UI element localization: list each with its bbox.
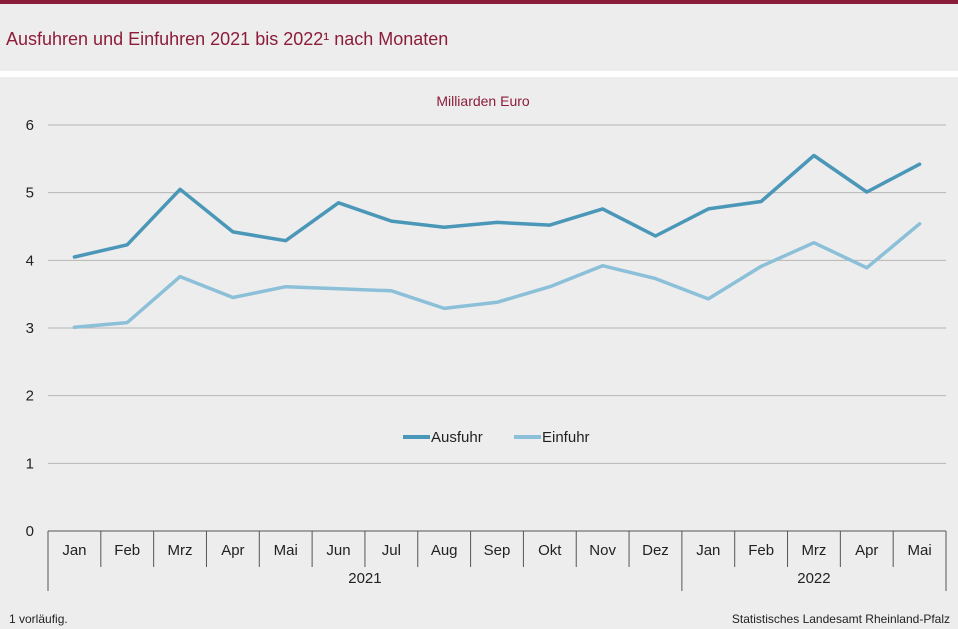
x-tick-label: Mrz bbox=[168, 542, 193, 559]
top-rule bbox=[0, 0, 958, 4]
y-tick-label: 3 bbox=[26, 320, 34, 337]
x-tick-label: Jul bbox=[382, 542, 401, 559]
x-tick-label: Mai bbox=[908, 542, 932, 559]
y-tick-label: 1 bbox=[26, 455, 34, 472]
unit-label: Milliarden Euro bbox=[436, 93, 530, 109]
x-tick-label: Aug bbox=[431, 542, 458, 559]
title-separator bbox=[0, 71, 958, 77]
year-label: 2022 bbox=[797, 570, 830, 587]
y-tick-label: 0 bbox=[26, 523, 34, 540]
x-tick-label: Jan bbox=[62, 542, 86, 559]
source-note: Statistisches Landesamt Rheinland-Pfalz bbox=[731, 612, 950, 626]
x-tick-label: Apr bbox=[855, 542, 878, 559]
y-tick-label: 6 bbox=[26, 117, 34, 134]
legend-label: Ausfuhr bbox=[431, 429, 483, 446]
y-tick-label: 5 bbox=[26, 185, 34, 202]
x-tick-label: Jun bbox=[326, 542, 350, 559]
x-tick-label: Dez bbox=[642, 542, 669, 559]
x-tick-label: Sep bbox=[484, 542, 511, 559]
x-tick-label: Nov bbox=[589, 542, 616, 559]
x-tick-label: Feb bbox=[114, 542, 140, 559]
x-tick-label: Okt bbox=[538, 542, 562, 559]
series-line-einfuhr bbox=[72, 222, 922, 330]
footnote: 1 vorläufig. bbox=[9, 612, 68, 626]
legend-label: Einfuhr bbox=[542, 429, 590, 446]
x-tick-label: Mrz bbox=[801, 542, 826, 559]
x-tick-label: Feb bbox=[748, 542, 774, 559]
year-label: 2021 bbox=[348, 570, 381, 587]
x-tick-label: Jan bbox=[696, 542, 720, 559]
line-chart: Milliarden Euro 0 1 2 3 4 5 6 Jan Feb Mrz Apr Mai Ju… bbox=[26, 93, 947, 591]
x-tick-label: Apr bbox=[221, 542, 244, 559]
x-tick-label: Mai bbox=[274, 542, 298, 559]
y-tick-label: 4 bbox=[26, 252, 34, 269]
y-tick-label: 2 bbox=[26, 388, 34, 405]
series-line-ausfuhr bbox=[72, 153, 922, 259]
chart-title: Ausfuhren und Einfuhren 2021 bis 2022¹ n… bbox=[6, 29, 449, 49]
